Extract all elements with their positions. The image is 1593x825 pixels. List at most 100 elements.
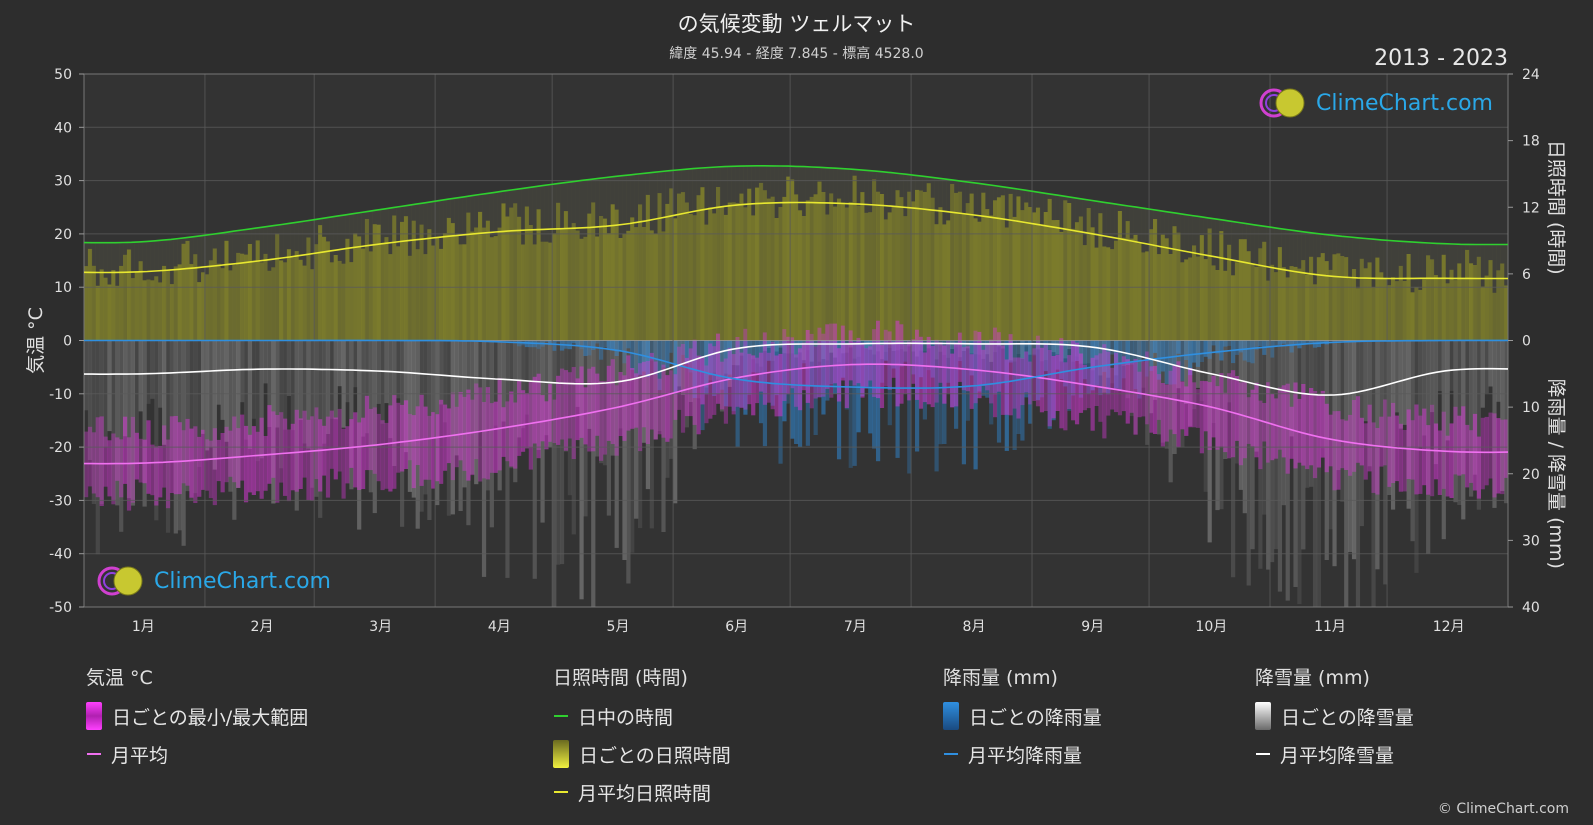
sunshine-day-bar (1035, 207, 1041, 341)
legend-label: 日ごとの降雨量 (969, 706, 1102, 729)
temp-range-day-bar (474, 383, 479, 460)
temp-range-day-bar (872, 329, 877, 397)
snow-day-bar (1086, 340, 1091, 364)
temp-range-day-bar (388, 405, 393, 492)
sunshine-day-bar (99, 269, 104, 341)
temp-range-day-bar (719, 361, 725, 410)
sunshine-day-bar (856, 205, 861, 341)
temp-range-day-bar (1160, 383, 1165, 447)
sunshine-day-bar (887, 212, 892, 341)
temp-range-day-bar (661, 364, 666, 438)
rain-day-bar (1102, 340, 1107, 372)
rain-day-bar (829, 340, 834, 385)
rain-day-bar (969, 340, 974, 376)
temp-range-day-bar (1359, 417, 1364, 466)
snow-day-bar (575, 340, 580, 407)
sunshine-day-bar (930, 197, 935, 341)
snow-day-bar (454, 340, 459, 456)
temp-range-day-bar (1207, 382, 1212, 450)
sunshine-day-bar (719, 206, 725, 341)
temp-range-day-bar (556, 375, 561, 445)
sunshine-day-bar (1437, 277, 1442, 341)
sunshine-day-bar (665, 203, 670, 341)
brand-logo-top[interactable]: ClimeChart.com (1258, 86, 1493, 120)
left-axis-tick-label: -50 (49, 600, 72, 616)
temp-range-day-bar (407, 413, 413, 461)
brand-logo-bottom[interactable]: ClimeChart.com (96, 564, 331, 598)
snow-day-bar (692, 340, 697, 450)
snow-day-bar (1254, 340, 1259, 452)
sunshine-day-bar (735, 203, 740, 341)
sunshine-day-bar (1445, 283, 1450, 341)
snow-day-bar (680, 340, 686, 395)
temp-range-day-bar (165, 439, 171, 509)
sunshine-day-bar (755, 187, 760, 341)
temp-range-day-bar (1363, 423, 1368, 480)
sunshine-day-bar (240, 253, 245, 341)
snow-day-bar (637, 340, 643, 529)
temp-range-day-bar (1129, 362, 1134, 413)
temp-mean-swatch (87, 753, 101, 755)
sunshine-day-bar (1504, 285, 1509, 341)
temp-range-day-bar (673, 374, 678, 420)
sunshine-day-bar (1043, 212, 1048, 341)
sunshine-day-bar (1059, 231, 1064, 341)
rain-day-bar (556, 340, 561, 343)
sunshine-day-bar (891, 206, 896, 341)
sunshine-day-bar (193, 254, 198, 341)
snow-day-bar (294, 340, 299, 511)
snow-day-bar (1078, 340, 1084, 364)
temp-range-day-bar (1383, 399, 1388, 466)
temp-range-day-bar (1309, 388, 1314, 466)
sunshine-day-bar (1004, 227, 1009, 341)
sunshine-day-bar (1406, 254, 1411, 341)
sunshine-day-bar (743, 207, 748, 341)
sunshine-day-bar (1500, 263, 1505, 341)
sunshine-day-bar (1164, 238, 1169, 341)
rain-day-bar (680, 340, 686, 355)
rain-day-bar (602, 340, 608, 347)
rain-day-bar (712, 340, 717, 396)
x-axis-month-label: 9月 (1081, 619, 1104, 635)
temp-range-day-bar (743, 328, 748, 410)
sunshine-day-bar (364, 219, 370, 341)
sunshine-day-bar (513, 203, 518, 341)
rain-day-bar (825, 340, 830, 401)
sunshine-day-bar (1394, 281, 1400, 341)
legend-label: 月平均降雪量 (1280, 744, 1395, 767)
sunshine-day-bar (583, 236, 588, 341)
temp-range-day-bar (996, 332, 1002, 392)
temp-range-day-bar (840, 325, 846, 381)
temp-range-day-bar (1441, 411, 1446, 489)
temp-range-day-bar (637, 363, 643, 452)
rain-day-bar (1254, 340, 1259, 350)
temp-range-day-bar (735, 337, 740, 407)
rain-day-bar (1211, 340, 1216, 346)
temp-range-day-bar (653, 361, 658, 440)
right-axis-top-title: 日照時間 (時間) (1545, 140, 1567, 275)
legend-label: 日ごとの日照時間 (579, 744, 731, 767)
sunshine-day-bar (333, 255, 338, 341)
snow-day-bar (1047, 340, 1052, 350)
snow-day-bar (271, 340, 276, 504)
sunshine-day-bar (271, 267, 276, 341)
rain-day-bar (1273, 340, 1279, 346)
snow-day-bar (1219, 340, 1224, 510)
sunshine-day-bar (372, 224, 377, 341)
rain-day-bar (544, 340, 549, 342)
temp-range-day-bar (1387, 416, 1392, 487)
snow-day-bar (154, 340, 159, 521)
temp-range-day-bar (821, 333, 826, 397)
temp-range-day-bar (786, 336, 791, 395)
x-axis-month-label: 8月 (963, 619, 986, 635)
sunshine-day-bar (142, 280, 147, 341)
snow-day-bar (595, 340, 600, 457)
sunshine-day-bar (1390, 277, 1396, 341)
sunshine-day-bar (247, 244, 253, 341)
rain-day-bar (1168, 340, 1173, 385)
sunshine-day-bar (739, 193, 744, 341)
sunshine-day-bar (661, 231, 666, 341)
temp-range-day-bar (985, 344, 990, 391)
temp-range-day-bar (907, 341, 912, 401)
rain-day-bar (1016, 340, 1021, 434)
